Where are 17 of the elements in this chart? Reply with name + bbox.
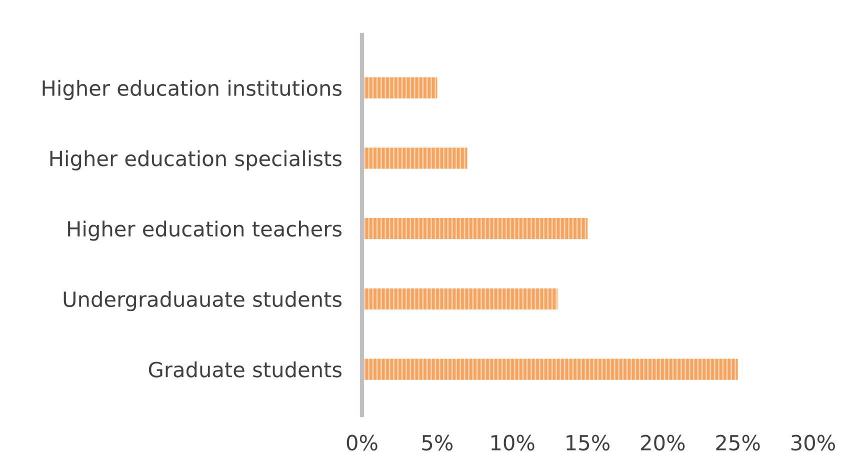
bar: [362, 218, 588, 240]
x-tick-label: 0%: [346, 434, 378, 451]
x-tick-label: 25%: [716, 434, 760, 451]
x-tick-label: 10%: [491, 434, 534, 451]
x-tick-label: 20%: [641, 434, 685, 451]
bar: [362, 77, 438, 98]
y-tick-label: Higher education teachers: [68, 220, 342, 241]
bar: [362, 148, 468, 169]
x-tick-label: 5%: [422, 434, 453, 451]
x-tick-label: 15%: [566, 434, 610, 451]
y-tick-label: Graduate students: [148, 361, 342, 378]
y-tick-label: Higher education specialists: [50, 150, 342, 170]
y-tick-label: Undergraduauate students: [64, 290, 342, 312]
bar: [362, 358, 738, 380]
bar: [362, 288, 558, 310]
x-tick-label: 30%: [791, 434, 836, 451]
y-tick-label: Higher education institutions: [42, 80, 342, 100]
